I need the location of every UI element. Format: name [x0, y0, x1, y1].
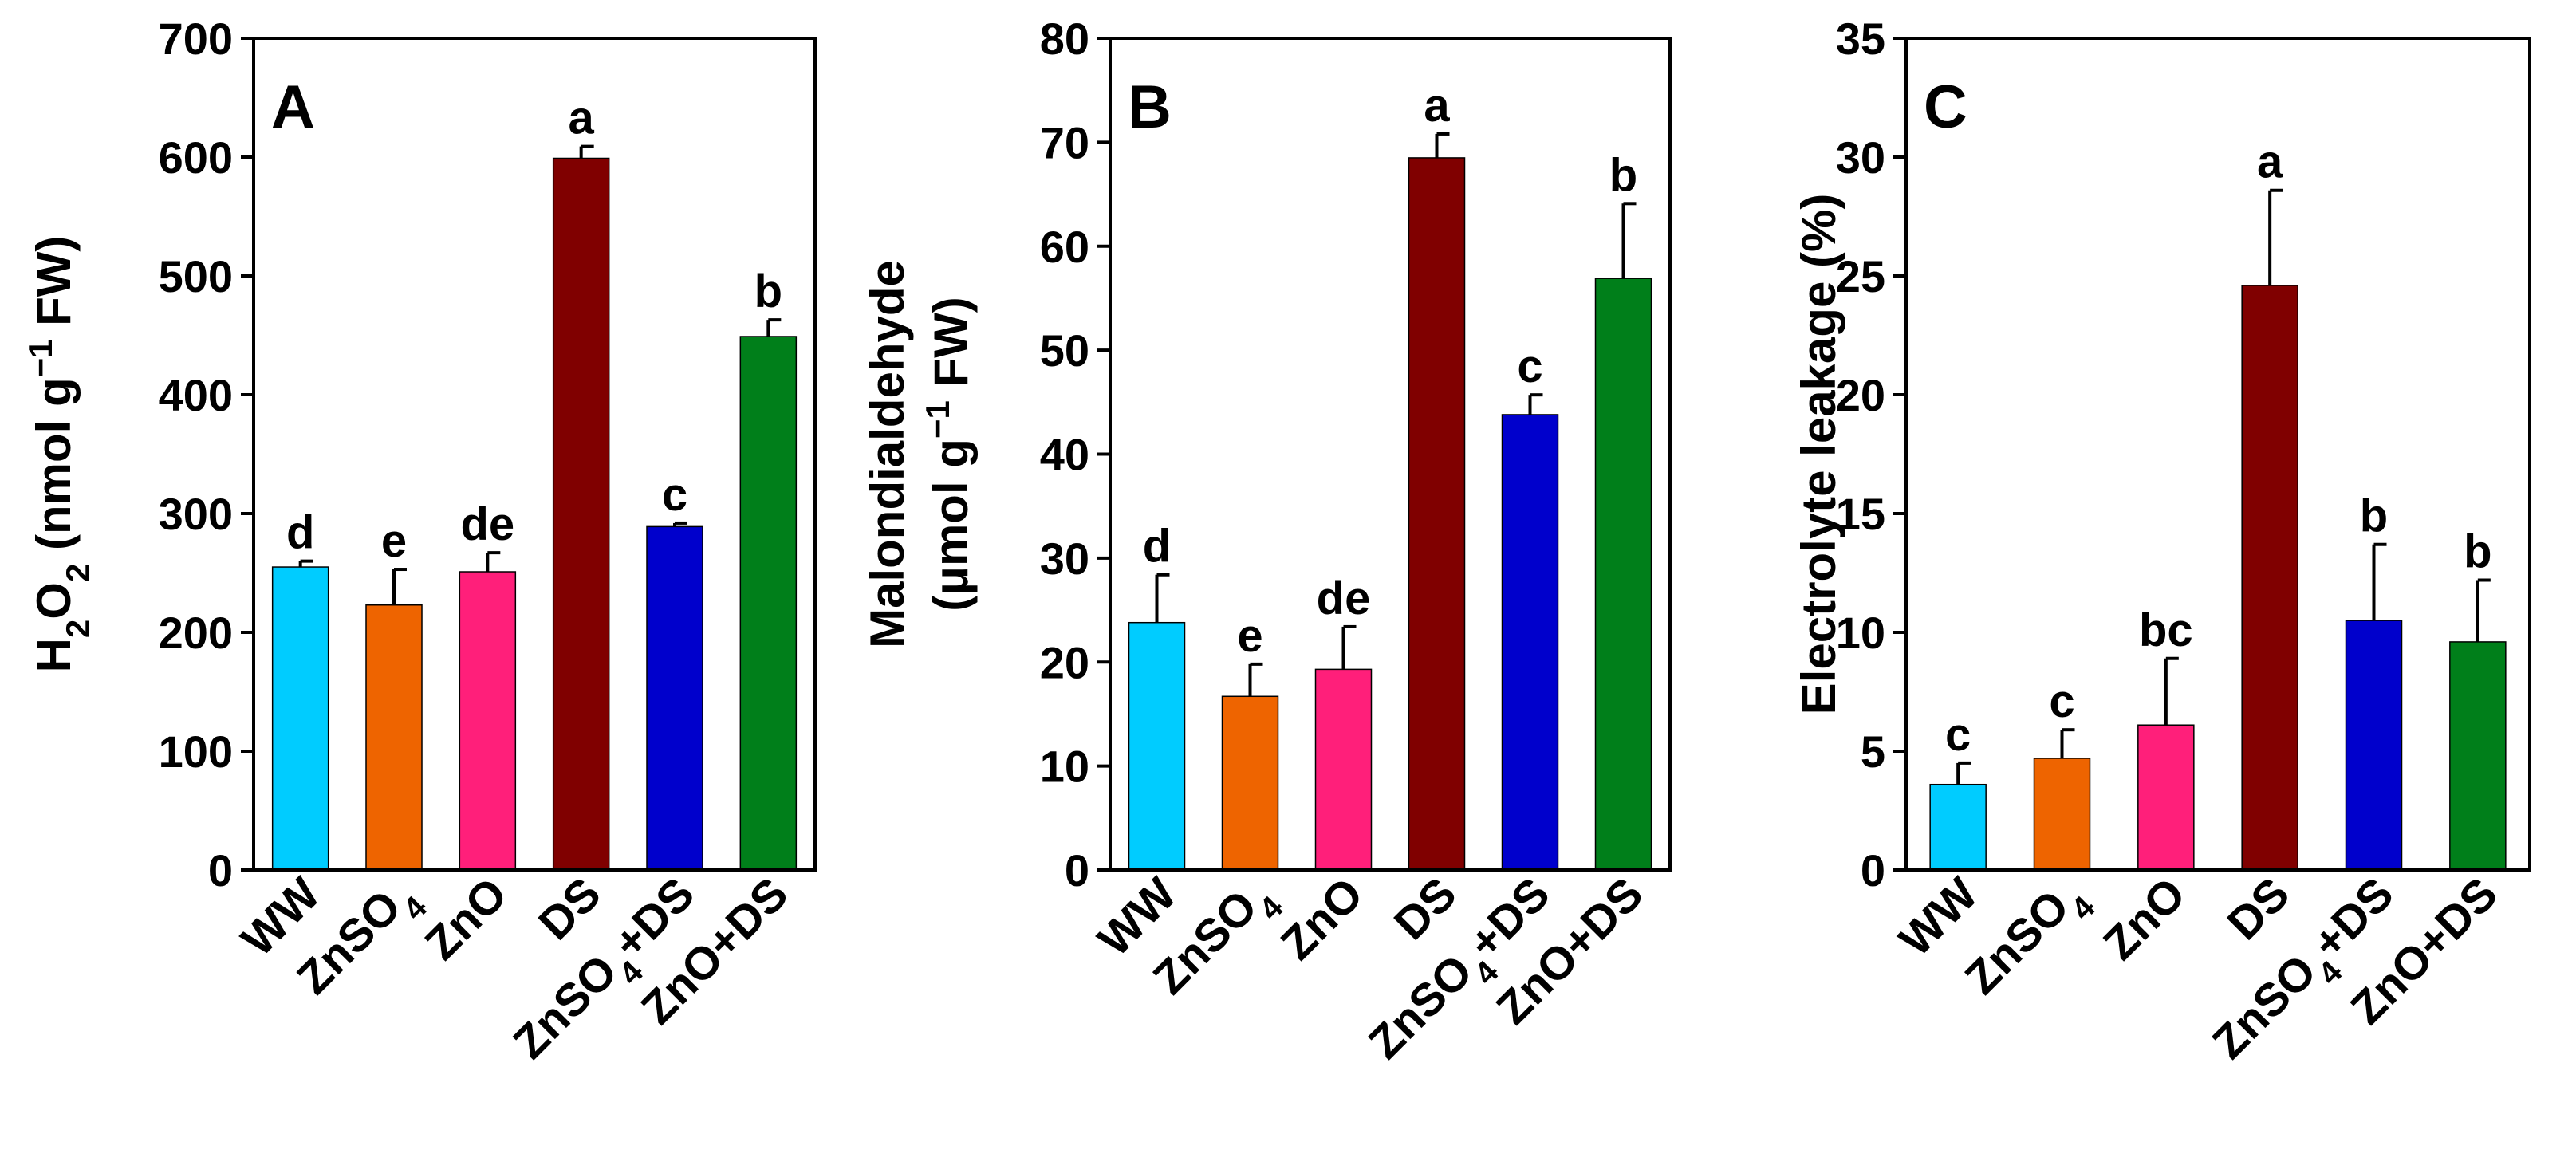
- y-tick-label-B-0: 0: [1065, 845, 1089, 895]
- significance-letter-B-0: d: [1143, 521, 1171, 573]
- significance-letter-A-1: e: [381, 515, 407, 567]
- y-tick-label-B-6: 60: [1040, 222, 1089, 272]
- x-tick-label-B-3: DS: [1385, 868, 1467, 950]
- y-tick-label-A-0: 0: [208, 845, 233, 895]
- bar-B-1: [1221, 695, 1279, 871]
- x-tick-label-C-3: DS: [2217, 868, 2299, 950]
- y-tick-label-B-4: 40: [1040, 430, 1089, 480]
- x-tick-label-A-2: ZnO: [416, 868, 518, 970]
- x-tick-label-C-2: ZnO: [2093, 868, 2196, 970]
- significance-letter-A-5: b: [754, 266, 782, 317]
- plot-frame-B: [1109, 37, 1672, 872]
- y-tick-label-A-4: 400: [159, 370, 233, 420]
- y-tick-label-B-1: 10: [1040, 742, 1089, 792]
- bar-C-1: [2033, 758, 2091, 871]
- y-tick-label-C-4: 20: [1836, 370, 1885, 420]
- plot-frame-A: [252, 37, 817, 872]
- x-tick-label-B-2: ZnO: [1271, 868, 1373, 970]
- y-tick-label-A-5: 500: [159, 251, 233, 301]
- bar-B-4: [1501, 414, 1559, 871]
- bar-B-0: [1128, 621, 1186, 871]
- significance-letter-B-3: a: [1424, 80, 1450, 132]
- bar-B-3: [1408, 157, 1466, 871]
- x-tick-label-A-3: DS: [529, 868, 611, 950]
- x-tick-label-C-1: ZnSO4: [1956, 868, 2102, 1014]
- bar-A-0: [271, 566, 329, 871]
- y-tick-label-C-1: 5: [1861, 726, 1885, 777]
- significance-letter-C-2: bc: [2139, 604, 2193, 656]
- bar-A-3: [552, 157, 610, 871]
- significance-letter-B-5: b: [1609, 149, 1637, 201]
- y-tick-label-A-1: 100: [159, 726, 233, 777]
- significance-letter-B-2: de: [1317, 573, 1371, 624]
- y-tick-label-C-7: 35: [1836, 14, 1885, 64]
- bar-A-5: [739, 336, 798, 871]
- significance-letter-B-1: e: [1237, 610, 1262, 662]
- bar-C-3: [2241, 285, 2298, 871]
- y-tick-label-A-6: 600: [159, 132, 233, 183]
- y-tick-label-B-2: 20: [1040, 637, 1089, 687]
- bar-C-0: [1929, 783, 1987, 871]
- bar-B-2: [1314, 668, 1373, 871]
- significance-letter-A-4: c: [662, 469, 687, 521]
- significance-letter-A-2: de: [460, 498, 514, 550]
- bar-C-5: [2449, 641, 2507, 871]
- bar-A-2: [459, 571, 517, 871]
- significance-letter-A-3: a: [569, 93, 595, 144]
- significance-letter-C-4: b: [2360, 490, 2388, 542]
- y-tick-label-C-5: 25: [1836, 251, 1885, 301]
- y-tick-label-C-6: 30: [1836, 132, 1885, 183]
- panel-label-B: B: [1128, 73, 1172, 141]
- y-tick-label-B-3: 30: [1040, 533, 1089, 584]
- significance-letter-C-3: a: [2257, 136, 2283, 188]
- y-axis-title-B-line2: (μmol g−1 FW): [919, 297, 979, 612]
- y-tick-label-C-3: 15: [1836, 489, 1885, 539]
- y-axis-title-A: H2O2 (nmol g−1 FW): [22, 236, 97, 673]
- y-tick-label-A-7: 700: [159, 14, 233, 64]
- panel-label-A: A: [271, 73, 315, 141]
- bar-A-1: [365, 604, 423, 871]
- y-tick-label-C-2: 10: [1836, 608, 1885, 658]
- bar-C-4: [2345, 620, 2403, 871]
- significance-letter-C-5: b: [2464, 525, 2491, 577]
- y-tick-label-B-5: 50: [1040, 325, 1089, 376]
- significance-letter-B-4: c: [1517, 340, 1542, 392]
- y-axis-title-C: Electrolyte leakage (%): [1792, 194, 1845, 715]
- bar-A-4: [646, 525, 703, 871]
- y-tick-label-A-2: 200: [159, 608, 233, 658]
- bar-C-2: [2137, 724, 2195, 871]
- y-axis-title-B-line1: Malondialdehyde: [861, 260, 914, 648]
- significance-letter-C-1: c: [2049, 675, 2074, 727]
- bar-B-5: [1594, 278, 1652, 871]
- y-tick-label-B-8: 80: [1040, 14, 1089, 64]
- significance-letter-C-0: c: [1945, 709, 1971, 761]
- panel-label-C: C: [1924, 73, 1967, 141]
- y-tick-label-A-3: 300: [159, 489, 233, 539]
- significance-letter-A-0: d: [286, 507, 314, 559]
- y-tick-label-C-0: 0: [1861, 845, 1885, 895]
- y-tick-label-B-7: 70: [1040, 117, 1089, 167]
- plot-frame-C: [1904, 37, 2531, 872]
